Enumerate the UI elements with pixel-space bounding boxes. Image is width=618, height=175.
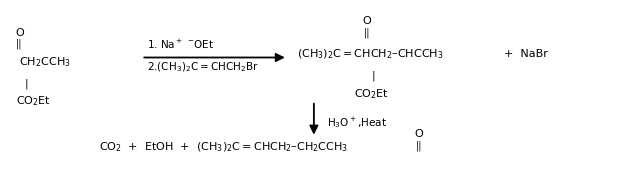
Text: CH$_2$CCH$_3$: CH$_2$CCH$_3$ <box>19 56 71 69</box>
Text: ||: || <box>363 27 370 38</box>
Text: 2.(CH$_3$)$_2$C$=$CHCH$_2$Br: 2.(CH$_3$)$_2$C$=$CHCH$_2$Br <box>148 61 259 74</box>
Text: +  NaBr: + NaBr <box>504 49 548 59</box>
Text: ||: || <box>415 141 422 151</box>
Text: |: | <box>25 79 28 89</box>
Text: CO$_2$  +  EtOH  +  (CH$_3$)$_2$C$=$CHCH$_2$–CH$_2$CCH$_3$: CO$_2$ + EtOH + (CH$_3$)$_2$C$=$CHCH$_2$… <box>99 141 348 154</box>
Text: O: O <box>363 16 371 26</box>
Text: |: | <box>371 71 375 81</box>
Text: O: O <box>15 27 23 37</box>
Text: O: O <box>414 129 423 139</box>
Text: 1. Na$^+$ $^{-}$OEt: 1. Na$^+$ $^{-}$OEt <box>148 38 214 51</box>
Text: ||: || <box>16 39 23 49</box>
Text: H$_3$O$^+$,Heat: H$_3$O$^+$,Heat <box>328 115 387 130</box>
Text: CO$_2$Et: CO$_2$Et <box>353 87 389 101</box>
Text: CO$_2$Et: CO$_2$Et <box>16 94 51 108</box>
Text: (CH$_3$)$_2$C$=$CHCH$_2$–CHCCH$_3$: (CH$_3$)$_2$C$=$CHCH$_2$–CHCCH$_3$ <box>297 47 443 61</box>
